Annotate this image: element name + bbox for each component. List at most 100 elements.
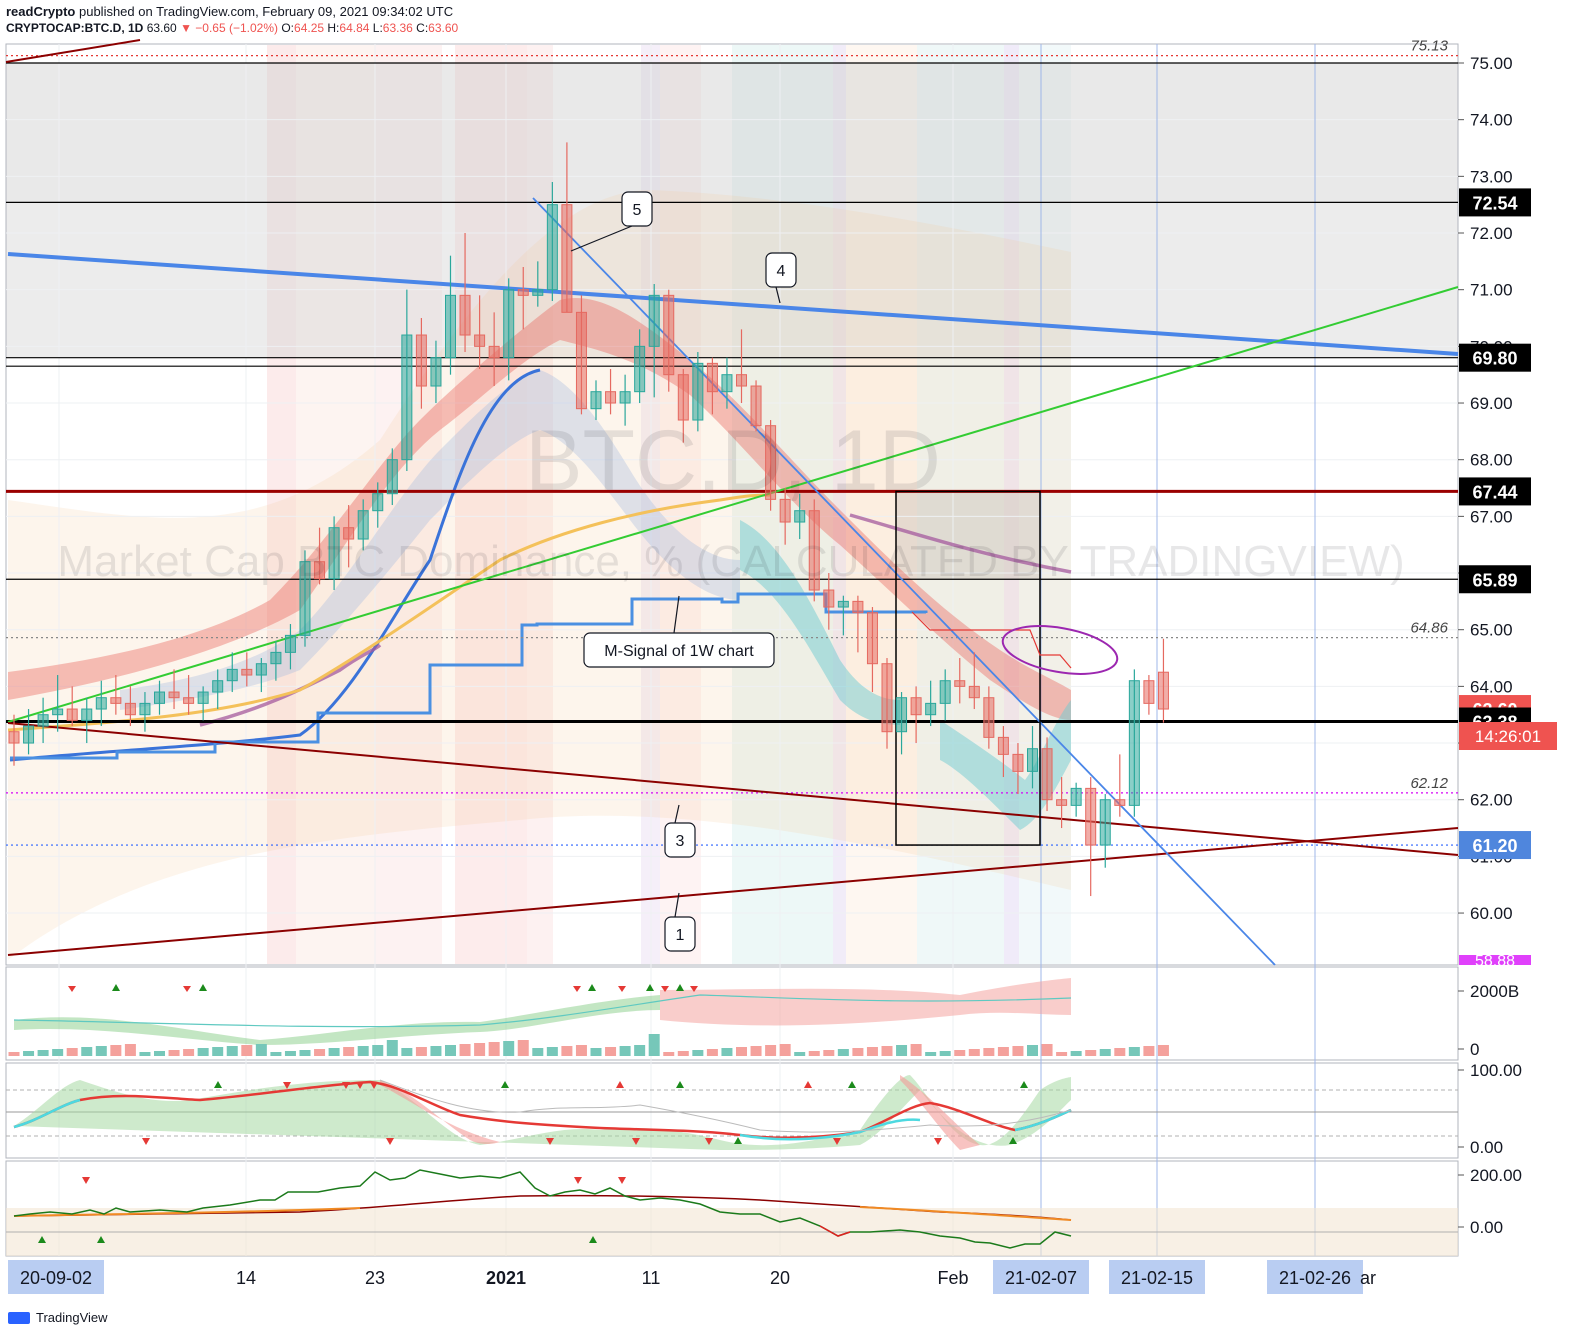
cci-signal-1 bbox=[574, 1177, 582, 1184]
candle-body-40 bbox=[590, 391, 602, 410]
candle-body-10 bbox=[154, 691, 165, 704]
symbol-name[interactable]: CRYPTOCAP:BTC.D, 1D bbox=[6, 21, 144, 35]
volume-bar-23 bbox=[343, 1047, 355, 1056]
candle-body-22 bbox=[328, 527, 340, 580]
callout-pointer-1 bbox=[674, 892, 680, 918]
volume-signal-3 bbox=[199, 984, 207, 991]
footer: TradingView bbox=[8, 1310, 108, 1325]
volume-bar-42 bbox=[619, 1046, 631, 1056]
volume-bar-29 bbox=[430, 1046, 442, 1056]
volume-bar-16 bbox=[241, 1045, 253, 1056]
volume-bar-17 bbox=[255, 1044, 267, 1056]
volume-bar-28 bbox=[415, 1047, 427, 1056]
candle-body-57 bbox=[837, 600, 849, 608]
stoch-signal-0 bbox=[214, 1081, 222, 1088]
candle-body-20 bbox=[299, 561, 311, 636]
callout-text-1: 1 bbox=[676, 927, 685, 944]
volume-bar-38 bbox=[561, 1046, 573, 1056]
volume-bar-49 bbox=[721, 1048, 733, 1056]
cci-signal-4 bbox=[97, 1236, 105, 1243]
sub-tick-label-1-1: 0.00 bbox=[1470, 1138, 1503, 1157]
volume-bar-4 bbox=[66, 1048, 78, 1056]
candle-body-0 bbox=[8, 731, 20, 744]
volume-bar-34 bbox=[503, 1041, 515, 1056]
countdown-bg bbox=[1459, 722, 1557, 750]
stoch-signal-1 bbox=[283, 1082, 291, 1089]
ichimoku-cloud bbox=[8, 190, 1071, 960]
y-tick-label-15: 75.00 bbox=[1470, 54, 1513, 73]
volume-bar-21 bbox=[314, 1049, 326, 1056]
ema-ribbon-teal bbox=[740, 520, 900, 725]
volume-bar-77 bbox=[1128, 1047, 1140, 1056]
candle-body-64 bbox=[939, 680, 951, 704]
time-label-8: 21-02-15 bbox=[1121, 1268, 1193, 1288]
volume-bar-35 bbox=[517, 1040, 529, 1056]
candle-body-74 bbox=[1085, 787, 1097, 846]
candle-body-52 bbox=[765, 425, 777, 500]
price-change: ▼ −0.65 (−1.02%) bbox=[180, 21, 278, 35]
volume-bar-64 bbox=[939, 1051, 951, 1056]
candle-body-25 bbox=[372, 493, 384, 512]
candle-body-58 bbox=[852, 600, 864, 614]
volume-bar-13 bbox=[197, 1048, 209, 1056]
time-label-1: 14 bbox=[236, 1268, 256, 1288]
stoch-signal-17 bbox=[934, 1138, 942, 1145]
stoch-panel bbox=[6, 1075, 1458, 1150]
bg-zone-0 bbox=[267, 45, 296, 964]
stoch-signal-8 bbox=[804, 1081, 812, 1088]
volume-bar-45 bbox=[663, 1052, 675, 1056]
volume-bar-79 bbox=[1157, 1045, 1169, 1056]
volume-bar-61 bbox=[896, 1045, 908, 1056]
candle-body-21 bbox=[314, 561, 326, 580]
price-axis: 60.0061.0062.0063.0064.0065.0066.0067.00… bbox=[1458, 44, 1570, 1259]
volume-bar-43 bbox=[634, 1045, 646, 1056]
bg-zone-4 bbox=[527, 45, 553, 964]
stoch-signal-5 bbox=[501, 1081, 509, 1088]
volume-bar-70 bbox=[1027, 1045, 1038, 1056]
ema-ribbon-blue bbox=[120, 370, 740, 710]
volume-bar-25 bbox=[372, 1045, 384, 1056]
y-tick-label-7: 67.00 bbox=[1470, 507, 1513, 526]
volume-bar-33 bbox=[488, 1042, 500, 1056]
callout-pointer-msignal bbox=[673, 595, 680, 634]
volume-bar-56 bbox=[823, 1050, 835, 1056]
msignal-line bbox=[10, 592, 928, 760]
volume-bar-0 bbox=[8, 1052, 20, 1056]
trend-line-green bbox=[7, 286, 1459, 723]
time-label-box-7 bbox=[993, 1260, 1089, 1294]
y-tick-label-11: 71.00 bbox=[1470, 281, 1513, 300]
highlight-ellipse bbox=[1001, 625, 1119, 675]
candle-body-38 bbox=[561, 204, 573, 313]
candle-body-47 bbox=[692, 362, 704, 421]
candle-body-19 bbox=[284, 634, 296, 653]
tradingview-logo-icon[interactable] bbox=[8, 1311, 30, 1324]
author-name[interactable]: readCrypto bbox=[6, 4, 76, 19]
volume-bar-36 bbox=[532, 1048, 544, 1056]
callout-text-5: 5 bbox=[633, 202, 642, 219]
stoch-signal-9 bbox=[848, 1081, 856, 1088]
price-tag-bg-3 bbox=[1459, 565, 1531, 594]
stoch-signal-13 bbox=[546, 1138, 554, 1145]
volume-bar-46 bbox=[677, 1051, 689, 1056]
time-label-3: 2021 bbox=[486, 1268, 526, 1288]
axis-bg bbox=[1459, 44, 1570, 1259]
stoch-d-line bbox=[13, 1080, 1072, 1140]
volume-bar-12 bbox=[183, 1049, 195, 1056]
volume-bar-72 bbox=[1056, 1052, 1068, 1056]
stoch-signal-18 bbox=[734, 1137, 742, 1144]
price-tag-bg-0 bbox=[1459, 188, 1531, 217]
candle-body-68 bbox=[997, 736, 1009, 755]
volume-signal-9 bbox=[676, 984, 684, 991]
volume-signal-10 bbox=[690, 986, 698, 992]
bg-zone-2 bbox=[375, 45, 442, 964]
sub-tick-label-2-1: 0.00 bbox=[1470, 1218, 1503, 1237]
candle-body-73 bbox=[1070, 787, 1082, 806]
footer-brand[interactable]: TradingView bbox=[36, 1310, 108, 1325]
volume-ma-line bbox=[13, 994, 1072, 1028]
price-tag-bg-6 bbox=[1459, 831, 1531, 860]
trend-line-3 bbox=[7, 722, 1459, 856]
volume-signal-1 bbox=[112, 984, 120, 991]
candle-body-71 bbox=[1041, 748, 1053, 801]
candle-body-46 bbox=[677, 374, 689, 421]
